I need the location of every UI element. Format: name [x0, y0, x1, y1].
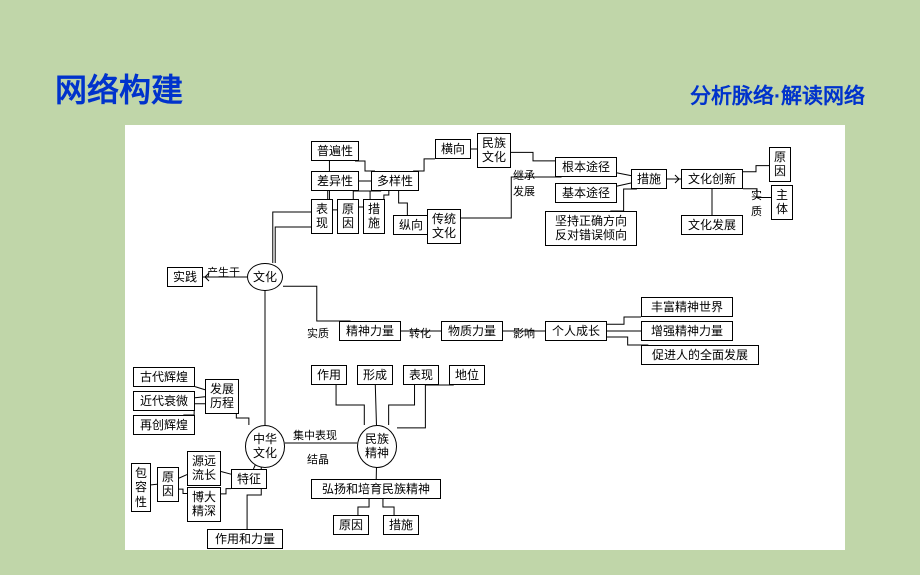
node-jibentj: 基本途径 [555, 183, 617, 203]
node-jslll: 精神力量 [339, 321, 401, 341]
node-zhonghuawh: 中华文化 [245, 425, 285, 468]
edge-label: 转化 [409, 325, 431, 341]
page-title-left: 网络构建 [55, 65, 183, 111]
node-hengxiang: 横向 [435, 139, 471, 159]
node-chuantongwh: 传统文化 [427, 209, 461, 244]
node-gerencz: 个人成长 [545, 321, 607, 341]
node-xingcheng: 形成 [357, 365, 393, 385]
node-yuanyin_d: 原因 [333, 515, 369, 535]
node-gudaihh: 古代辉煌 [133, 367, 195, 387]
node-biaoxian_b: 表现 [403, 365, 439, 385]
node-jindaisw: 近代衰微 [133, 391, 195, 411]
node-yuanyuancl: 源远流长 [187, 451, 221, 486]
node-yuanyin_a: 原因 [337, 199, 359, 234]
node-duoyangxing: 多样性 [371, 171, 419, 191]
edge-label: 继承发展 [513, 167, 535, 199]
edge-label: 实质 [751, 187, 762, 219]
edge-label: 结晶 [307, 451, 329, 467]
node-zaichuanghh: 再创辉煌 [133, 415, 195, 435]
node-chayixing: 差异性 [311, 171, 359, 191]
node-zhuti: 主体 [771, 185, 793, 220]
node-minzuwh: 民族文化 [477, 133, 511, 168]
node-bodajs: 博大精深 [187, 487, 221, 522]
node-baorongx: 包容性 [131, 463, 151, 512]
node-fazhanlc: 发展历程 [205, 379, 239, 414]
node-zqjsll: 增强精神力量 [641, 321, 733, 341]
node-ffjssj: 丰富精神世界 [641, 297, 733, 317]
edge-label: 产生于 [207, 264, 240, 280]
node-shijian: 实践 [167, 267, 203, 287]
node-minzujs: 民族精神 [357, 425, 397, 468]
node-zongxiang: 纵向 [393, 215, 429, 235]
node-wenhua: 文化 [247, 263, 283, 291]
edge-label: 影响 [513, 325, 535, 341]
diagram-canvas: 实践文化普遍性差异性多样性表现原因措施纵向横向民族文化传统文化根本途径基本途径坚… [125, 125, 845, 550]
node-pubianxing: 普遍性 [311, 141, 359, 161]
node-cjrfz: 促进人的全面发展 [641, 345, 759, 365]
edge-label: 实质 [307, 325, 329, 341]
node-yuanyin_b: 原因 [769, 147, 791, 182]
node-tezheng: 特征 [231, 469, 267, 489]
node-wzll: 物质力量 [441, 321, 503, 341]
node-jianchi: 坚持正确方向反对错误倾向 [545, 211, 637, 246]
node-wenhuafz: 文化发展 [681, 215, 743, 235]
node-zuoyonghl: 作用和力量 [207, 529, 283, 549]
page-title-right: 分析脉络·解读网络 [690, 80, 865, 110]
node-zuoyong: 作用 [311, 365, 347, 385]
node-cuoshi_a: 措施 [363, 199, 385, 234]
node-yuanyin_c: 原因 [157, 467, 179, 502]
node-diwei: 地位 [449, 365, 485, 385]
edge-label: 集中表现 [293, 427, 337, 443]
node-wenhuacx: 文化创新 [681, 169, 743, 189]
node-biaoxian_a: 表现 [311, 199, 333, 234]
node-genbentj: 根本途径 [555, 157, 617, 177]
node-cuoshi_b: 措施 [631, 169, 667, 189]
node-hypy: 弘扬和培育民族精神 [311, 479, 441, 499]
node-cuoshi_c: 措施 [383, 515, 419, 535]
